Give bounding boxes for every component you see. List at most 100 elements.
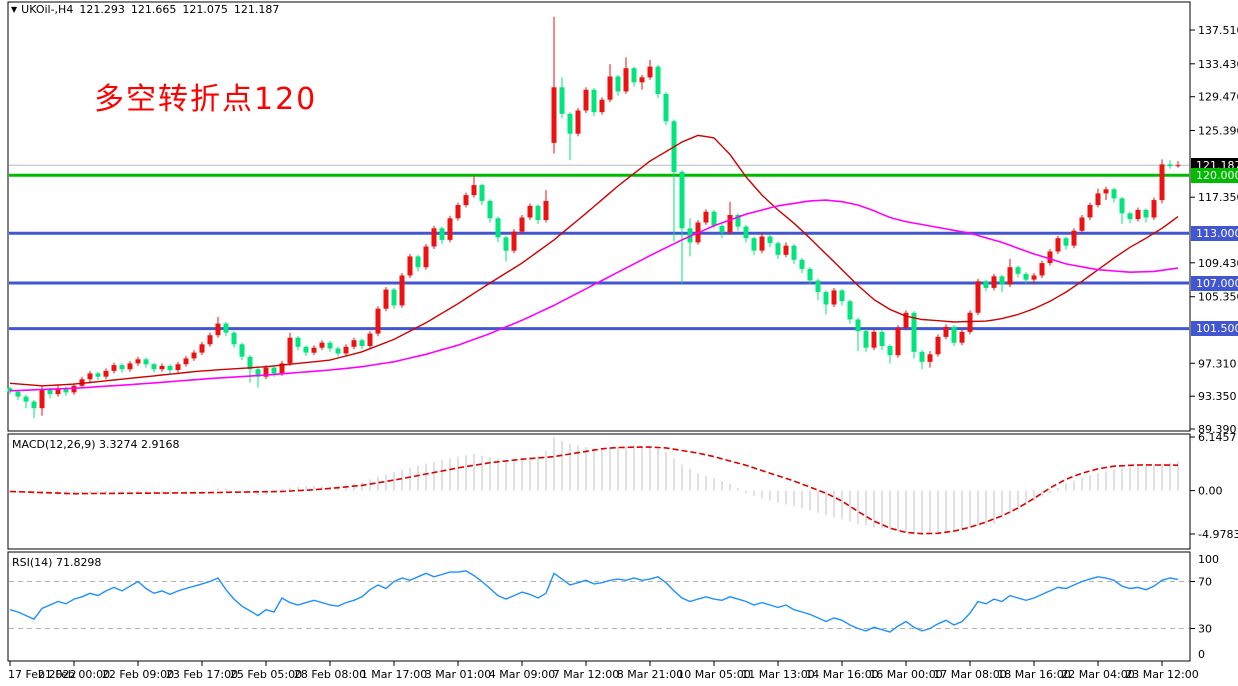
candle-up: [383, 287, 389, 312]
candle-down: [951, 325, 957, 346]
candle-up: [1055, 235, 1061, 254]
candle-up: [1095, 188, 1101, 208]
candle-up: [39, 386, 45, 416]
blue-level-price-badge-113: 113.000: [1191, 226, 1238, 241]
candle-down: [735, 213, 741, 231]
candle-down: [1143, 208, 1149, 223]
candle-up: [607, 64, 613, 103]
candle-down: [119, 363, 125, 373]
main-chart-panel-border: [7, 1, 1191, 432]
candle-down: [775, 241, 781, 259]
candle-down: [223, 322, 229, 337]
candle-up: [527, 203, 533, 220]
candle-up: [367, 331, 373, 349]
candle-up: [1047, 249, 1053, 266]
candle-up: [927, 351, 933, 368]
price-axis-label: 105.350: [1198, 291, 1238, 304]
candle-down: [751, 236, 757, 255]
price-axis-label: 89.390: [1198, 423, 1237, 436]
candle-down: [15, 389, 21, 400]
time-axis-label: 21 Feb 00:00: [38, 668, 110, 681]
candle-down: [911, 311, 917, 359]
candle-down: [863, 329, 869, 352]
candle-down: [887, 344, 893, 364]
price-axis-label: 133.430: [1198, 58, 1238, 71]
candle-down: [743, 224, 749, 243]
candle-up: [599, 97, 605, 115]
candle-up: [543, 190, 549, 223]
candle-up: [1031, 273, 1037, 285]
candle-up: [967, 310, 973, 335]
candle-down: [655, 64, 661, 99]
candle-up: [375, 306, 381, 337]
candle-down: [303, 345, 309, 356]
candle-up: [1151, 197, 1157, 220]
chart-text-annotation: 多空转折点120: [94, 82, 318, 117]
time-axis-label: 22 Mar 04:00: [1061, 668, 1134, 681]
blue-level-price-badge-107: 107.000: [1191, 276, 1238, 291]
candle-down: [591, 88, 597, 117]
candle-up: [903, 310, 909, 331]
candle-down: [167, 364, 173, 375]
ohlc-high: 121.665: [130, 3, 177, 16]
collapse-indicator-icon[interactable]: ▼: [11, 5, 18, 14]
candle-up: [703, 209, 709, 225]
candle-down: [359, 338, 365, 350]
candle-down: [479, 183, 485, 205]
candle-up: [647, 59, 653, 80]
candle-up: [471, 176, 477, 198]
candle-down: [415, 254, 421, 272]
candle-up: [127, 360, 133, 372]
candle-down: [879, 330, 885, 351]
time-axis-label: 14 Mar 16:00: [805, 668, 878, 681]
candle-up: [55, 385, 61, 397]
price-axis-label: 97.310: [1198, 357, 1237, 370]
candle-up: [111, 362, 117, 374]
ma-fast-red-line: [9, 134, 1179, 387]
candle-down: [847, 299, 853, 324]
candle-down: [671, 119, 677, 242]
candle-up: [1175, 161, 1181, 168]
candle-up: [519, 215, 525, 235]
time-axis-label: 11 Mar 13:00: [741, 668, 814, 681]
candle-down: [1063, 236, 1069, 250]
candle-down: [687, 218, 693, 257]
symbol-name: UKOil-,H4: [21, 3, 74, 16]
candle-up: [583, 87, 589, 113]
time-axis-label: 18 Mar 16:00: [997, 668, 1070, 681]
price-axis-label: 137.510: [1198, 24, 1238, 37]
rsi-axis-label: 0: [1198, 648, 1205, 661]
candle-up: [183, 356, 189, 367]
candle-down: [391, 288, 397, 309]
time-axis-label: 25 Feb 05:00: [230, 668, 302, 681]
candle-up: [935, 334, 941, 357]
candle-up: [871, 329, 877, 351]
ohlc-open: 121.293: [79, 3, 125, 16]
time-axis-label: 1 Mar 17:00: [361, 668, 427, 681]
candle-down: [143, 357, 149, 368]
candle-up: [575, 108, 581, 137]
candle-up: [79, 376, 85, 389]
candle-down: [535, 204, 541, 225]
macd-panel-border: [7, 433, 1191, 550]
candle-up: [623, 57, 629, 94]
ohlc-close: 121.187: [233, 3, 280, 16]
candle-down: [335, 346, 341, 357]
macd-axis-label: -4.9783: [1198, 528, 1238, 541]
candle-up: [87, 370, 93, 382]
candle-up: [207, 332, 213, 347]
candle-down: [1167, 160, 1173, 169]
time-axis-label: 10 Mar 05:00: [677, 668, 750, 681]
candle-down: [23, 394, 29, 409]
macd-axis-label: 0.00: [1198, 485, 1223, 498]
rsi-line: [9, 570, 1179, 633]
candle-up: [783, 242, 789, 258]
candle-down: [567, 112, 573, 161]
candle-up: [423, 244, 429, 270]
candle-down: [503, 235, 509, 262]
candle-up: [831, 288, 837, 307]
candle-up: [319, 340, 325, 351]
candle-up: [463, 192, 469, 208]
candle-up: [639, 74, 645, 90]
